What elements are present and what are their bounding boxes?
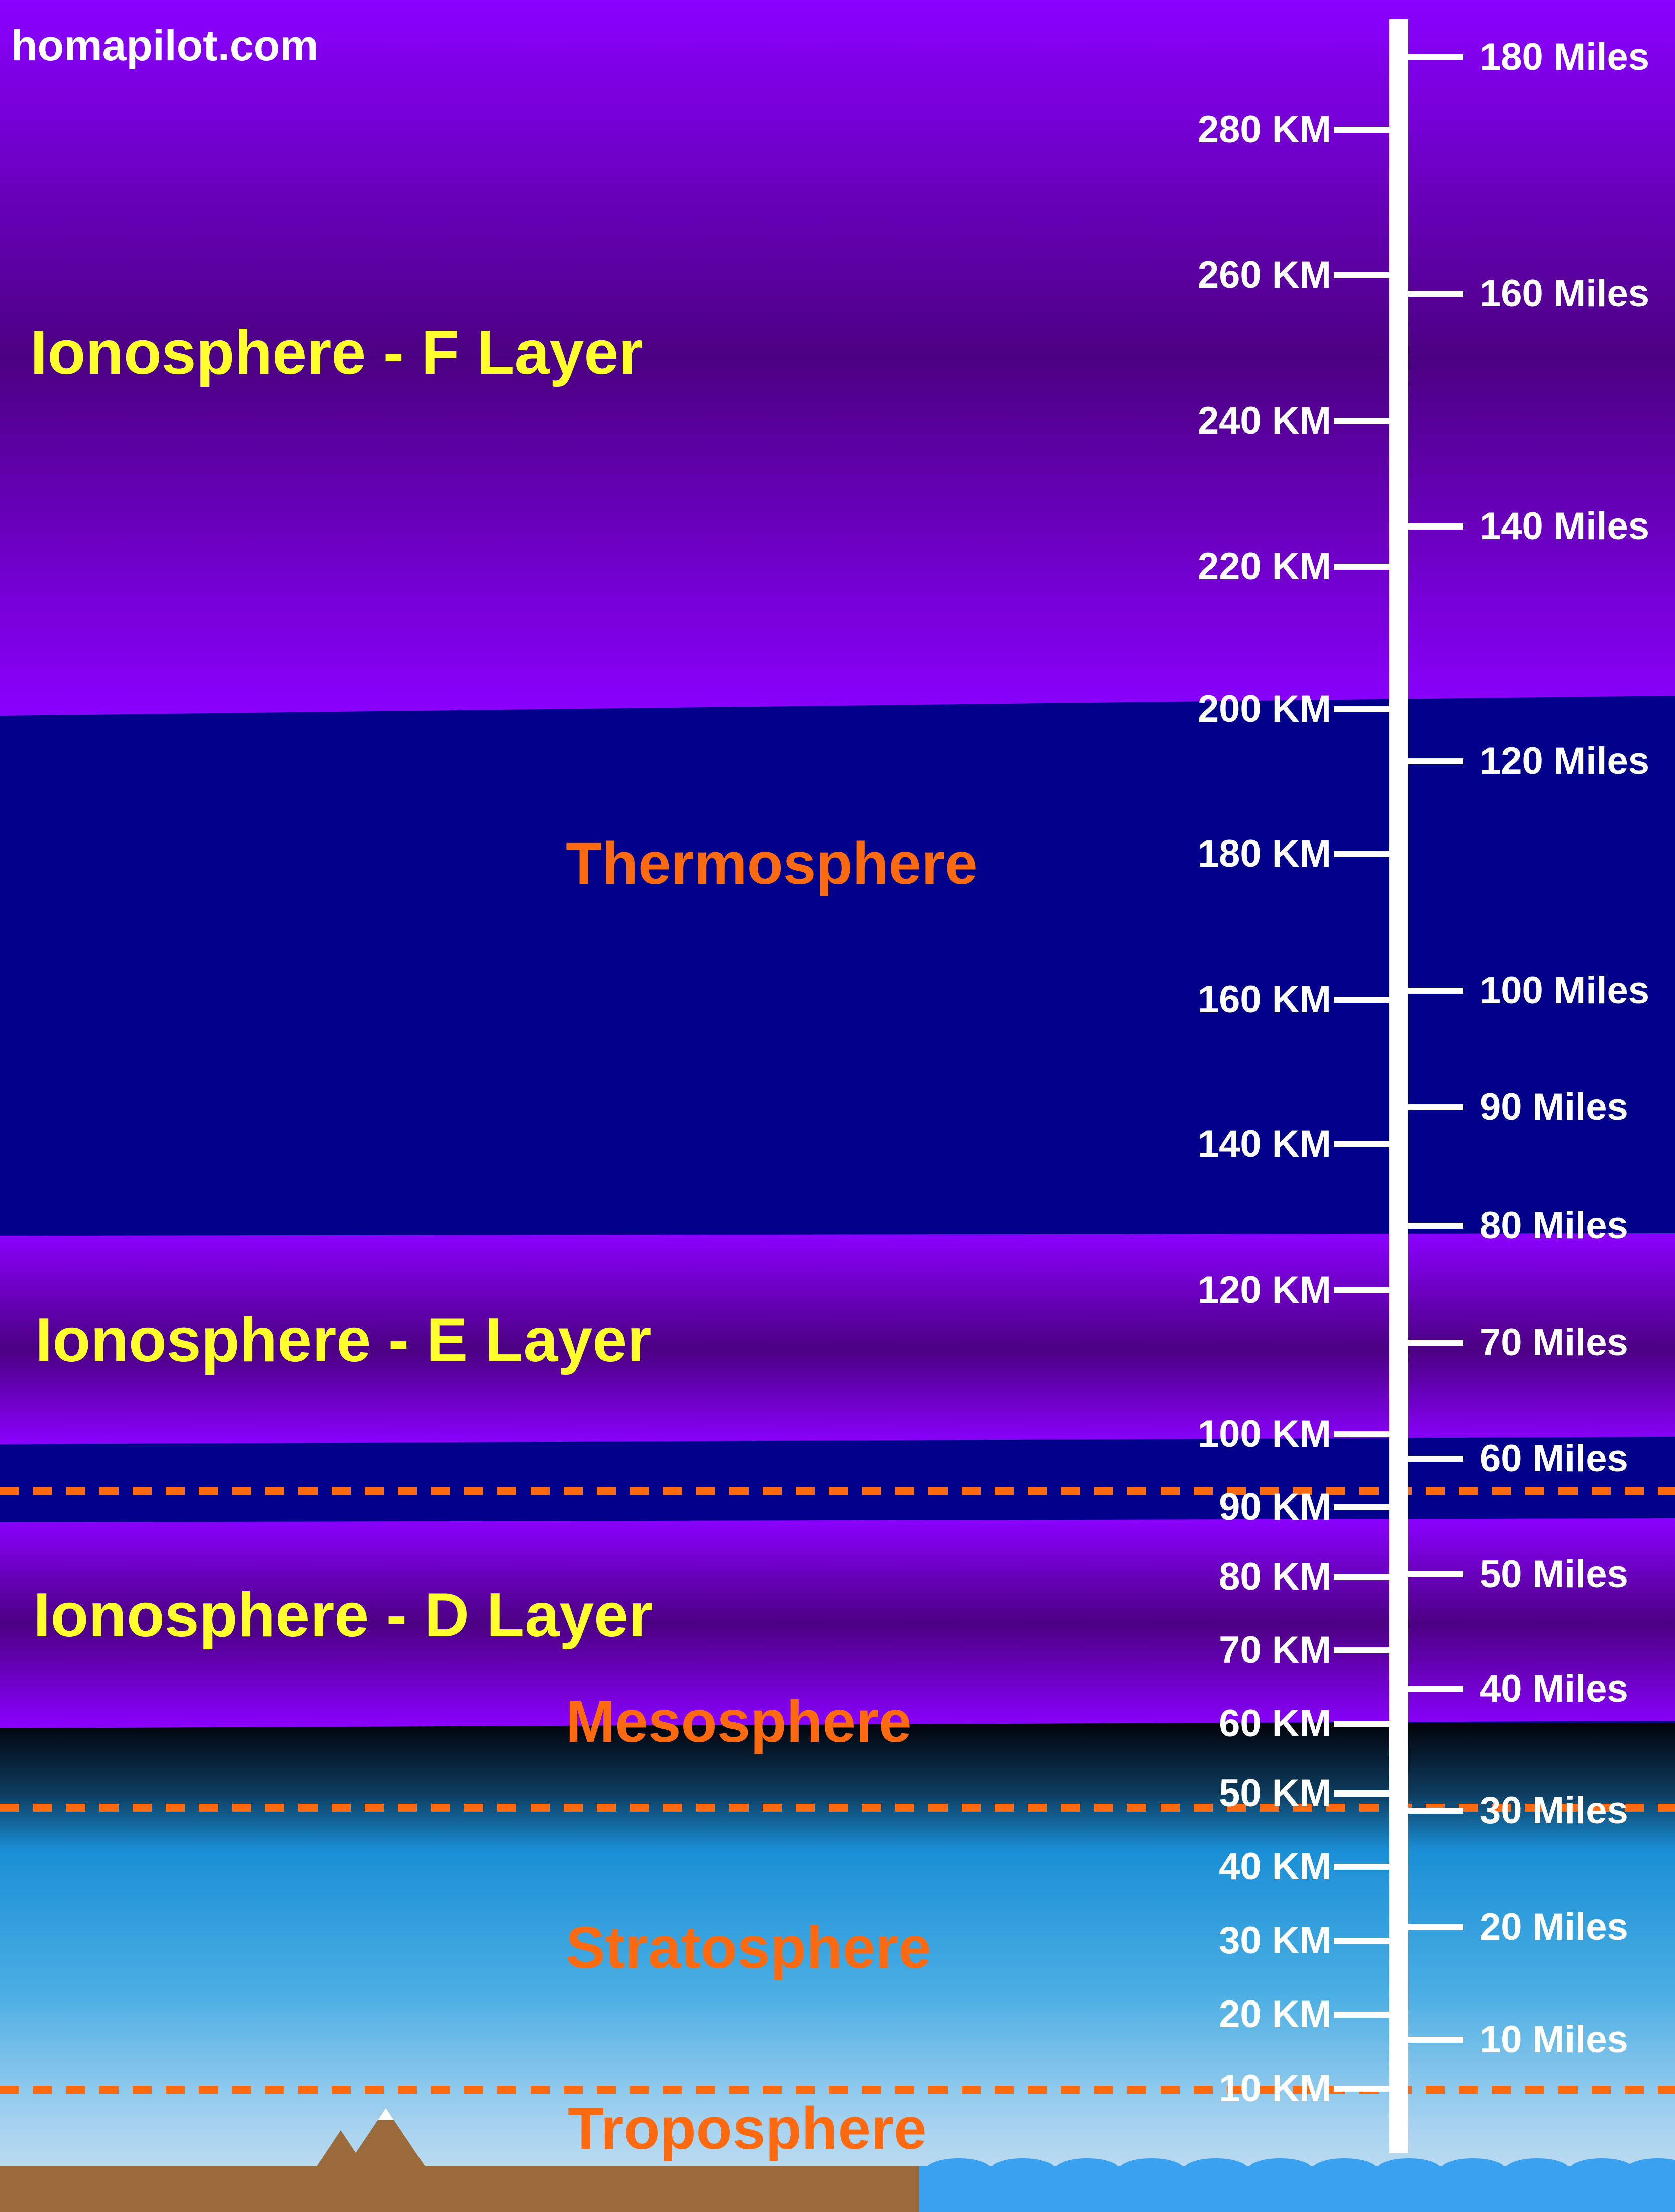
miles-ticks xyxy=(1408,54,1463,2043)
km-tick-240 xyxy=(1334,418,1389,424)
miles-tick-80 xyxy=(1408,1223,1463,1229)
km-tick-70 xyxy=(1334,1647,1389,1653)
km-tick-90 xyxy=(1334,1504,1389,1510)
ionosphere-f-band xyxy=(0,0,1675,716)
km-tick-280 xyxy=(1334,127,1389,133)
miles-tick-50 xyxy=(1408,1571,1463,1577)
km-tick-60 xyxy=(1334,1721,1389,1727)
miles-tick-label: 80 Miles xyxy=(1480,1204,1628,1247)
miles-tick-label: 60 Miles xyxy=(1480,1437,1628,1480)
km-tick-label: 160 KM xyxy=(1197,978,1331,1021)
mountain-icon xyxy=(317,2108,425,2166)
miles-tick-label: 30 Miles xyxy=(1480,1789,1628,1832)
miles-tick-label: 40 Miles xyxy=(1480,1667,1628,1710)
km-tick-10 xyxy=(1334,2086,1389,2092)
km-tick-label: 200 KM xyxy=(1197,688,1331,730)
miles-tick-label: 160 Miles xyxy=(1480,272,1649,315)
km-tick-label: 100 KM xyxy=(1197,1413,1331,1455)
miles-tick-140 xyxy=(1408,523,1463,530)
km-tick-200 xyxy=(1334,706,1389,712)
miles-tick-10 xyxy=(1408,2037,1463,2043)
km-tick-label: 80 KM xyxy=(1219,1555,1331,1598)
thermosphere-label: Thermosphere xyxy=(566,830,978,897)
miles-tick-120 xyxy=(1408,758,1463,764)
mesosphere-label: Mesosphere xyxy=(566,1689,912,1755)
km-tick-label: 120 KM xyxy=(1197,1269,1331,1311)
km-ticks xyxy=(1334,127,1389,2092)
km-tick-120 xyxy=(1334,1287,1389,1293)
km-tick-label: 140 KM xyxy=(1197,1123,1331,1166)
km-tick-label: 60 KM xyxy=(1219,1702,1331,1745)
miles-tick-label: 100 Miles xyxy=(1480,969,1649,1012)
km-tick-160 xyxy=(1334,997,1389,1003)
miles-tick-100 xyxy=(1408,988,1463,994)
ocean-waves xyxy=(926,2158,1675,2180)
miles-tick-180 xyxy=(1408,54,1463,60)
miles-tick-40 xyxy=(1408,1686,1463,1692)
site-brand: homapilot.com xyxy=(11,22,319,70)
miles-tick-label: 70 Miles xyxy=(1480,1321,1628,1364)
km-tick-20 xyxy=(1334,2012,1389,2018)
km-tick-30 xyxy=(1334,1938,1389,1944)
km-tick-label: 220 KM xyxy=(1197,545,1331,588)
km-tick-label: 280 KM xyxy=(1197,108,1331,151)
km-tick-label: 240 KM xyxy=(1197,399,1331,442)
miles-tick-label: 10 Miles xyxy=(1480,2018,1628,2061)
ionosphere-e-band xyxy=(0,1233,1675,1444)
km-tick-label: 10 KM xyxy=(1219,2067,1331,2110)
miles-tick-label: 120 Miles xyxy=(1480,740,1649,782)
miles-tick-label: 180 Miles xyxy=(1480,36,1649,78)
miles-tick-20 xyxy=(1408,1924,1463,1930)
ionosphere-e-layer-label: Ionosphere - E Layer xyxy=(35,1306,652,1375)
km-tick-label: 40 KM xyxy=(1219,1845,1331,1888)
ionosphere-d-layer-label: Ionosphere - D Layer xyxy=(33,1581,653,1650)
miles-tick-30 xyxy=(1408,1808,1463,1814)
km-tick-label: 90 KM xyxy=(1219,1486,1331,1528)
km-tick-180 xyxy=(1334,851,1389,857)
scale-bar xyxy=(1389,19,1408,2153)
km-tick-50 xyxy=(1334,1790,1389,1797)
km-tick-100 xyxy=(1334,1431,1389,1437)
stratosphere-label: Stratosphere xyxy=(566,1915,931,1981)
ionosphere-d-band xyxy=(0,1518,1675,1728)
km-tick-label: 50 KM xyxy=(1219,1772,1331,1815)
miles-tick-label: 90 Miles xyxy=(1480,1086,1628,1128)
km-tick-label: 180 KM xyxy=(1197,832,1331,875)
miles-tick-70 xyxy=(1408,1340,1463,1346)
km-tick-40 xyxy=(1334,1864,1389,1870)
km-tick-label: 20 KM xyxy=(1219,1993,1331,2036)
ground xyxy=(0,2166,919,2212)
km-tick-260 xyxy=(1334,272,1389,278)
km-tick-label: 30 KM xyxy=(1219,1919,1331,1962)
miles-tick-label: 50 Miles xyxy=(1480,1553,1628,1596)
km-tick-80 xyxy=(1334,1574,1389,1580)
km-tick-220 xyxy=(1334,564,1389,570)
miles-tick-label: 140 Miles xyxy=(1480,505,1649,548)
miles-tick-160 xyxy=(1408,291,1463,297)
km-tick-label: 260 KM xyxy=(1197,254,1331,296)
miles-tick-label: 20 Miles xyxy=(1480,1906,1628,1948)
miles-tick-90 xyxy=(1408,1104,1463,1110)
miles-tick-60 xyxy=(1408,1456,1463,1462)
km-tick-140 xyxy=(1334,1141,1389,1147)
troposphere-label: Troposphere xyxy=(568,2095,927,2162)
ionosphere-f-layer-label: Ionosphere - F Layer xyxy=(30,318,643,387)
km-tick-label: 70 KM xyxy=(1219,1629,1331,1671)
